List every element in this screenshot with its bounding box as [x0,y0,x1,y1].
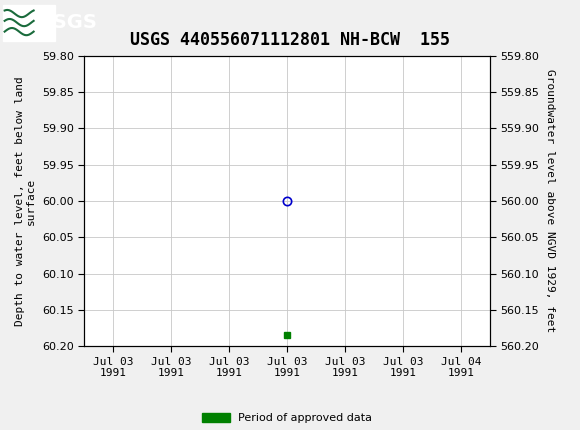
FancyBboxPatch shape [3,4,55,41]
Text: USGS 440556071112801 NH-BCW  155: USGS 440556071112801 NH-BCW 155 [130,31,450,49]
Y-axis label: Groundwater level above NGVD 1929, feet: Groundwater level above NGVD 1929, feet [545,69,555,333]
Legend: Period of approved data: Period of approved data [197,408,377,428]
Text: USGS: USGS [38,13,97,32]
Y-axis label: Depth to water level, feet below land
surface: Depth to water level, feet below land su… [14,76,37,326]
